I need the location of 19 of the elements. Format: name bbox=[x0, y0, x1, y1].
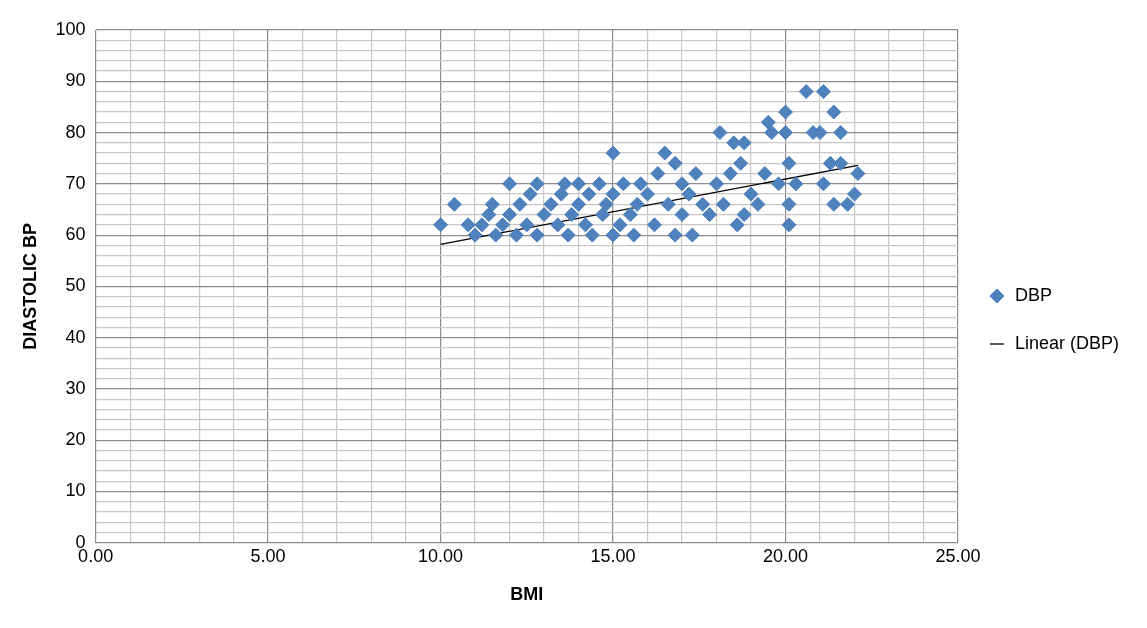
x-tick-label: 5.00 bbox=[250, 545, 286, 566]
y-tick-label: 50 bbox=[65, 275, 86, 296]
y-tick-label: 30 bbox=[65, 377, 86, 398]
y-tick-label: 100 bbox=[55, 18, 86, 39]
x-tick-label: 25.00 bbox=[935, 545, 981, 566]
x-tick-label: 10.00 bbox=[418, 545, 464, 566]
x-axis-title: BMI bbox=[510, 584, 544, 605]
y-tick-label: 10 bbox=[65, 480, 86, 501]
legend-label: Linear (DBP) bbox=[1014, 332, 1120, 353]
legend-label: DBP bbox=[1014, 284, 1052, 305]
y-tick-label: 40 bbox=[65, 326, 86, 347]
x-tick-label: 20.00 bbox=[762, 545, 809, 566]
y-tick-label: 60 bbox=[65, 224, 86, 245]
y-tick-label: 20 bbox=[65, 429, 86, 450]
y-tick-label: 70 bbox=[65, 172, 86, 193]
y-axis-title: DIASTOLIC BP bbox=[19, 223, 40, 350]
y-tick-label: 80 bbox=[65, 121, 86, 142]
x-tick-label: 15.00 bbox=[590, 545, 636, 566]
y-tick-label: 90 bbox=[65, 70, 86, 91]
